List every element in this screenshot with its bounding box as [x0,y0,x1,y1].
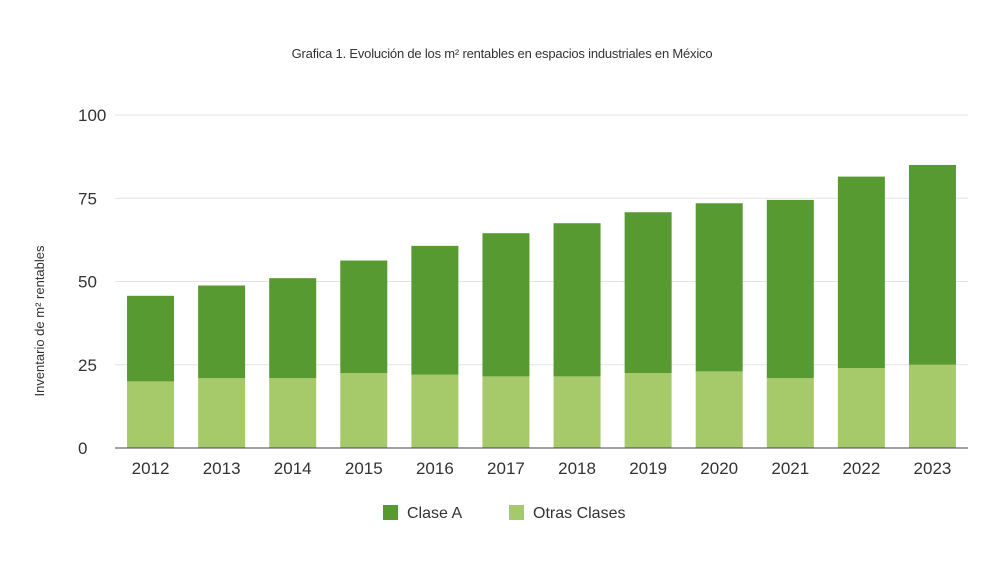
bar-clase-a-2016 [411,245,459,375]
bar-clase-a-2022 [837,176,885,369]
bar-otras-clases-2023 [908,364,956,448]
bar-clase-a-2012 [127,295,175,382]
legend-swatch [509,505,524,520]
legend-swatch [383,505,398,520]
x-tick-label: 2023 [914,459,952,478]
x-tick-label: 2015 [345,459,383,478]
x-tick-label: 2016 [416,459,454,478]
y-axis-label: Inventario de m² rentables [32,245,47,397]
bar-otras-clases-2012 [127,381,175,448]
bar-clase-a-2018 [553,223,601,377]
x-tick-label: 2018 [558,459,596,478]
bar-otras-clases-2020 [695,371,743,448]
bar-clase-a-2014 [269,278,317,379]
x-tick-label: 2013 [203,459,241,478]
x-tick-label: 2017 [487,459,525,478]
bar-otras-clases-2013 [198,378,246,448]
y-tick-label: 25 [78,356,97,375]
bar-clase-a-2023 [908,164,956,365]
bar-clase-a-2019 [624,212,672,374]
legend-label: Clase A [407,505,462,522]
bar-otras-clases-2018 [553,376,601,448]
x-tick-label: 2014 [274,459,312,478]
y-axis-ticks: 0 25 50 75 100 [78,106,106,458]
y-tick-label: 100 [78,106,106,125]
chart-title: Grafica 1. Evolución de los m² rentables… [292,46,713,61]
x-tick-label: 2012 [132,459,170,478]
x-tick-label: 2021 [771,459,809,478]
gridlines [115,114,968,366]
legend: Clase A Otras Clases [383,505,625,522]
x-tick-label: 2020 [700,459,738,478]
x-tick-label: 2022 [842,459,880,478]
y-tick-label: 50 [78,273,97,292]
y-tick-label: 75 [78,189,97,208]
bar-otras-clases-2019 [624,373,672,448]
bars [127,164,956,448]
bar-otras-clases-2015 [340,373,388,448]
bar-clase-a-2021 [766,199,814,379]
bar-clase-a-2013 [198,285,246,379]
bar-otras-clases-2017 [482,376,530,448]
y-tick-label: 0 [78,439,87,458]
bar-otras-clases-2021 [766,378,814,448]
legend-label: Otras Clases [533,505,625,522]
x-axis-ticks: 2012 2013 2014 2015 2016 2017 2018 2019 2020 2021… [132,459,952,478]
bar-clase-a-2017 [482,233,530,377]
bar-otras-clases-2022 [837,368,885,448]
x-tick-label: 2019 [629,459,667,478]
bar-clase-a-2020 [695,203,743,372]
bar-otras-clases-2014 [269,378,317,448]
bar-clase-a-2015 [340,260,388,374]
bar-otras-clases-2016 [411,374,459,448]
